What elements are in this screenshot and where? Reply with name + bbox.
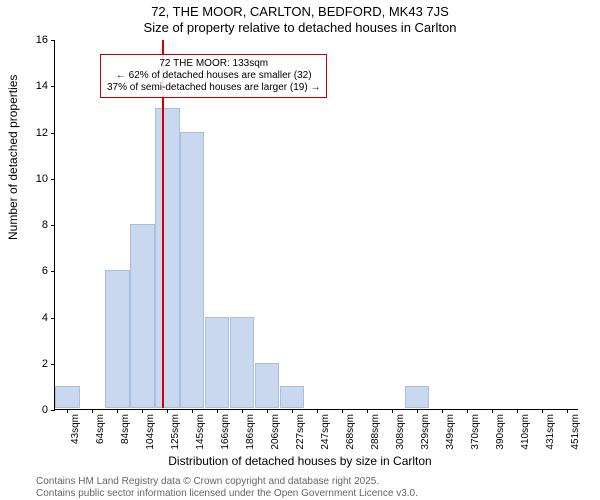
footnote: Contains HM Land Registry data © Crown c… xyxy=(36,476,600,500)
histogram-bar xyxy=(230,317,254,409)
x-tick-mark xyxy=(467,409,468,413)
x-tick-mark xyxy=(442,409,443,413)
x-tick-label: 268sqm xyxy=(345,414,356,450)
x-tick-label: 206sqm xyxy=(270,414,281,450)
x-tick-mark xyxy=(417,409,418,413)
histogram-bar xyxy=(180,132,204,409)
y-axis-label: Number of detached properties xyxy=(6,75,20,240)
footnote-line1: Contains HM Land Registry data © Crown c… xyxy=(36,476,600,488)
x-tick-mark xyxy=(367,409,368,413)
x-tick-label: 186sqm xyxy=(245,414,256,450)
x-tick-mark xyxy=(67,409,68,413)
histogram-bar xyxy=(155,108,179,408)
x-tick-mark xyxy=(117,409,118,413)
plot-area: 72 THE MOOR: 133sqm ← 62% of detached ho… xyxy=(54,40,578,410)
x-tick-label: 84sqm xyxy=(120,414,131,444)
annotation-box: 72 THE MOOR: 133sqm ← 62% of detached ho… xyxy=(100,54,327,98)
x-tick-label: 104sqm xyxy=(145,414,156,450)
x-tick-mark xyxy=(142,409,143,413)
y-tick-label: 10 xyxy=(36,173,48,185)
x-tick-label: 349sqm xyxy=(445,414,456,450)
y-tick-label: 4 xyxy=(42,312,48,324)
y-tick-mark xyxy=(51,225,55,226)
y-tick-mark xyxy=(51,318,55,319)
y-tick-mark xyxy=(51,179,55,180)
x-tick-mark xyxy=(292,409,293,413)
y-tick-mark xyxy=(51,86,55,87)
x-tick-mark xyxy=(242,409,243,413)
x-tick-label: 288sqm xyxy=(370,414,381,450)
x-tick-mark xyxy=(167,409,168,413)
chart-title-line1: 72, THE MOOR, CARLTON, BEDFORD, MK43 7JS xyxy=(0,4,600,20)
x-tick-label: 390sqm xyxy=(495,414,506,450)
x-tick-label: 247sqm xyxy=(320,414,331,450)
histogram-bar xyxy=(205,317,229,409)
annotation-line1: 72 THE MOOR: 133sqm xyxy=(107,58,320,70)
histogram-bar xyxy=(405,386,429,408)
x-tick-label: 410sqm xyxy=(520,414,531,450)
x-tick-mark xyxy=(542,409,543,413)
y-tick-label: 16 xyxy=(36,34,48,46)
x-axis-label: Distribution of detached houses by size … xyxy=(0,454,600,468)
annotation-line3: 37% of semi-detached houses are larger (… xyxy=(107,82,320,94)
x-tick-mark xyxy=(192,409,193,413)
y-tick-mark xyxy=(51,271,55,272)
y-tick-label: 0 xyxy=(42,404,48,416)
y-tick-mark xyxy=(51,364,55,365)
x-tick-mark xyxy=(392,409,393,413)
x-tick-label: 125sqm xyxy=(170,414,181,450)
x-tick-mark xyxy=(492,409,493,413)
x-tick-label: 308sqm xyxy=(395,414,406,450)
histogram-bar xyxy=(255,363,279,408)
x-tick-label: 43sqm xyxy=(70,414,81,444)
x-tick-label: 145sqm xyxy=(195,414,206,450)
x-tick-mark xyxy=(217,409,218,413)
chart-title-line2: Size of property relative to detached ho… xyxy=(0,20,600,36)
x-tick-mark xyxy=(92,409,93,413)
x-tick-label: 370sqm xyxy=(470,414,481,450)
x-tick-label: 64sqm xyxy=(95,414,106,444)
x-tick-label: 451sqm xyxy=(570,414,581,450)
x-tick-mark xyxy=(267,409,268,413)
x-tick-mark xyxy=(517,409,518,413)
y-tick-label: 14 xyxy=(36,80,48,92)
x-tick-mark xyxy=(342,409,343,413)
histogram-bar xyxy=(130,224,154,408)
y-tick-label: 6 xyxy=(42,265,48,277)
y-tick-mark xyxy=(51,410,55,411)
x-tick-mark xyxy=(317,409,318,413)
y-tick-label: 8 xyxy=(42,219,48,231)
x-tick-label: 329sqm xyxy=(420,414,431,450)
y-tick-mark xyxy=(51,133,55,134)
histogram-bar xyxy=(105,270,129,408)
y-tick-label: 2 xyxy=(42,358,48,370)
histogram-bar xyxy=(280,386,304,408)
y-tick-mark xyxy=(51,40,55,41)
footnote-line2: Contains public sector information licen… xyxy=(36,488,600,500)
x-tick-label: 166sqm xyxy=(220,414,231,450)
x-tick-label: 431sqm xyxy=(545,414,556,450)
annotation-line2: ← 62% of detached houses are smaller (32… xyxy=(107,70,320,82)
x-tick-mark xyxy=(567,409,568,413)
histogram-bar xyxy=(55,386,79,408)
x-tick-label: 227sqm xyxy=(295,414,306,450)
y-tick-label: 12 xyxy=(36,127,48,139)
